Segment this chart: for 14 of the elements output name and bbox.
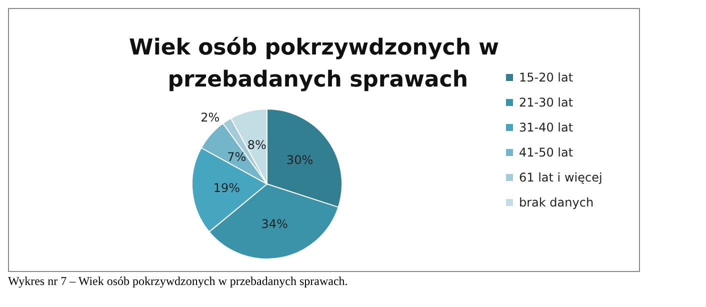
data-label: 34% [261, 216, 288, 231]
data-label: 2% [200, 110, 220, 124]
legend-label: 21-30 lat [519, 96, 574, 110]
text: Wykres nr 7 – Wiek osób pokrzywdzonych w przebadanych sprawach. [8, 274, 349, 289]
legend-label: 15-20 lat [519, 70, 574, 84]
data-label: 8% [247, 138, 266, 152]
data-label: 19% [213, 180, 240, 195]
data-label: 7% [227, 150, 246, 164]
chart-title: Wiek osób pokrzywdzonych w przebadanych sprawach [129, 36, 499, 92]
legend-label: 41-50 lat [519, 146, 574, 160]
legend-label: 61 lat i więcej [519, 170, 602, 184]
legend-label: brak danych [519, 196, 594, 210]
legend-label: 31-40 lat [519, 120, 574, 134]
data-label: 30% [286, 153, 314, 168]
